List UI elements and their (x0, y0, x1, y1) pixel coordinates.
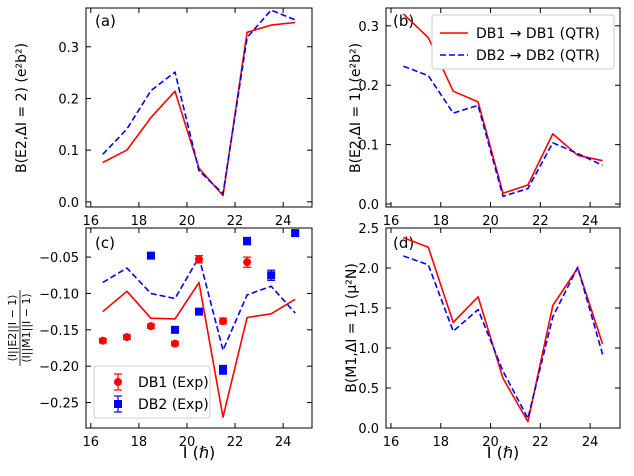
panel-c-point-2-6 (243, 258, 252, 267)
xlabel-left: I (ℏ) (183, 443, 215, 462)
panel-b-ytick-label-1: 0.1 (358, 139, 379, 154)
panel-c-point-2-3 (170, 339, 179, 348)
panel-a-series (102, 9, 296, 197)
panel-b-ylabel: B(E2,ΔI = 1) (e²b²) (348, 43, 364, 173)
panel-d-xtick-label-16: 16 (383, 435, 400, 450)
panel-b-xtick-label-20: 20 (482, 214, 499, 229)
panel-a-xtick-label-24: 24 (275, 214, 292, 229)
legend-marker-db1 (114, 378, 122, 386)
legend-marker-db2 (114, 400, 122, 408)
legend-label-db2-exp: DB2 (Exp) (138, 397, 209, 413)
panel-a-tag: (a) (95, 12, 116, 30)
panel-d-ytick-label-1: 0.5 (358, 382, 379, 397)
panel-b-series-line-1 (403, 65, 603, 198)
panel-b-ticks: 16 18 20 22 24 0.0 0.1 0.2 0.3 (358, 8, 620, 229)
panel-b-xtick-label-18: 18 (432, 214, 449, 229)
panel-a-xtick-label-18: 18 (131, 214, 148, 229)
legend-label-db2-qtr: DB2 → DB2 (QTR) (476, 48, 600, 64)
panel-c-ytick-label-1: −0.20 (39, 360, 79, 375)
panel-d-ytick-label-0: 0.0 (358, 422, 379, 437)
panel-c-point-2-0 (98, 336, 107, 345)
panel-d-ticks: 16 18 20 22 24 0.0 0.5 1.0 1.5 2.0 2.5 (358, 222, 620, 450)
panel-a-ytick-label-2: 0.2 (58, 92, 79, 107)
panel-a-xtick-label-22: 22 (227, 214, 244, 229)
panel-c-point-3-2 (195, 307, 203, 316)
panel-d-ytick-label-2: 1.0 (358, 342, 379, 357)
panel-b-ytick-label-2: 0.2 (358, 79, 379, 94)
panel-c-xtick-label-18: 18 (131, 435, 148, 450)
panel-a-ytick-label-3: 0.3 (58, 41, 79, 56)
panel-c-point-3-5 (267, 271, 276, 280)
panel-b-tag: (b) (393, 12, 414, 30)
panel-a-frame (85, 7, 313, 208)
panel-d-series-line-1 (403, 255, 604, 420)
panel-a-ytick-label-1: 0.1 (58, 144, 79, 159)
panel-b-frame (385, 7, 621, 208)
panel-b: (b) 16 18 20 22 24 0.0 0.1 0.2 0.3 B(E2,ΔI = 1) … (348, 7, 621, 229)
panel-b-ytick-label-0: 0.0 (358, 198, 379, 213)
panel-c-point-2-5 (219, 317, 228, 326)
panel-a-xtick-label-16: 16 (83, 214, 100, 229)
panel-b-ytick-label-3: 0.3 (358, 20, 379, 35)
xlabel-right: I (ℏ) (487, 443, 519, 462)
panel-c: (c) 16 18 20 22 24−0.25−0.20−0.15−0.10−0.05 … (6, 227, 313, 450)
panel-c-point-2-1 (122, 333, 131, 342)
legend-box (93, 365, 211, 419)
legend-label-db1-qtr: DB1 → DB1 (QTR) (476, 26, 600, 42)
panel-d-ytick-label-5: 2.5 (358, 222, 379, 237)
panel-d-ytick-label-4: 2.0 (358, 262, 379, 277)
panel-d-xtick-label-22: 22 (532, 435, 549, 450)
panel-c-ytick-label-4: −0.05 (39, 251, 79, 266)
panel-c-ytick-label-3: −0.10 (39, 287, 79, 302)
panel-b-xtick-label-16: 16 (383, 214, 400, 229)
panel-d-tag: (d) (393, 234, 414, 252)
panel-c-xtick-label-16: 16 (83, 435, 100, 450)
panel-c-xtick-label-22: 22 (227, 435, 244, 450)
panel-d-xtick-label-20: 20 (482, 435, 499, 450)
panel-d-xtick-label-18: 18 (432, 435, 449, 450)
panel-c-ylabel-denominator: ⟨I||M1||I − 1⟩ (20, 293, 33, 363)
panel-d-frame (385, 227, 621, 429)
panel-c-point-2-4 (195, 255, 203, 264)
panel-b-xtick-label-22: 22 (532, 214, 549, 229)
panel-a-ticks: 16 18 20 22 24 0.0 0.1 0.2 0.3 (58, 8, 312, 229)
panel-c-frame (85, 227, 313, 429)
panel-a: (a) 16 18 20 22 24 0.0 0.1 0.2 0.3 B(E2,ΔI = 2) … (14, 7, 313, 229)
panel-b-xtick-label-24: 24 (582, 214, 599, 229)
legend-label-db1-exp: DB1 (Exp) (138, 375, 209, 391)
panel-a-series-line-1 (102, 9, 296, 195)
panel-c-ticks: 16 18 20 22 24 −0.25 −0.20 −0.15 −0.10 −0.05 (39, 228, 312, 450)
panel-c-point-2-2 (146, 322, 155, 331)
panel-c-series-line-1 (102, 256, 296, 352)
panel-c-ytick-label-2: −0.15 (39, 324, 79, 339)
panel-c-point-3-0 (146, 251, 155, 260)
panel-c-tag: (c) (95, 234, 115, 252)
panel-c-point-3-6 (291, 229, 300, 238)
panel-c-series-line-0 (102, 281, 296, 418)
panel-a-ytick-label-0: 0.0 (58, 196, 79, 211)
panel-d-ytick-label-3: 1.5 (358, 302, 379, 317)
panel-a-ylabel: B(E2,ΔI = 2) (e²b²) (14, 43, 30, 173)
panel-d-series-line-0 (403, 236, 604, 423)
panel-c-ylabel-numerator: ⟨I||E2||I − 1⟩ (6, 294, 19, 361)
panel-c-xtick-label-20: 20 (179, 435, 196, 450)
legend-box (431, 14, 615, 70)
panel-d-ylabel: B(M1,ΔI = 1) (μ²N) (344, 263, 360, 393)
panel-c-series (98, 229, 300, 418)
panel-d-xtick-label-24: 24 (582, 435, 599, 450)
panel-c-ytick-label-0: −0.25 (39, 397, 79, 412)
panel-c-point-3-4 (243, 237, 252, 246)
panel-d: (d) 16 18 20 22 24 0.0 0.5 1.0 1.5 2.0 2.5 B(M1,ΔI… (344, 222, 621, 450)
panel-a-xtick-label-20: 20 (179, 214, 196, 229)
panel-c-legend: DB1 (Exp) DB2 (Exp) (93, 365, 211, 419)
panel-c-point-3-3 (219, 365, 228, 374)
panel-c-xtick-label-24: 24 (275, 435, 292, 450)
panel-c-ylabel: ⟨I||E2||I − 1⟩ ⟨I||M1||I − 1⟩ (6, 290, 33, 366)
panel-c-point-3-1 (170, 325, 179, 334)
panel-d-series (403, 236, 604, 423)
panel-b-legend: DB1 → DB1 (QTR) DB2 → DB2 (QTR) (431, 14, 615, 70)
